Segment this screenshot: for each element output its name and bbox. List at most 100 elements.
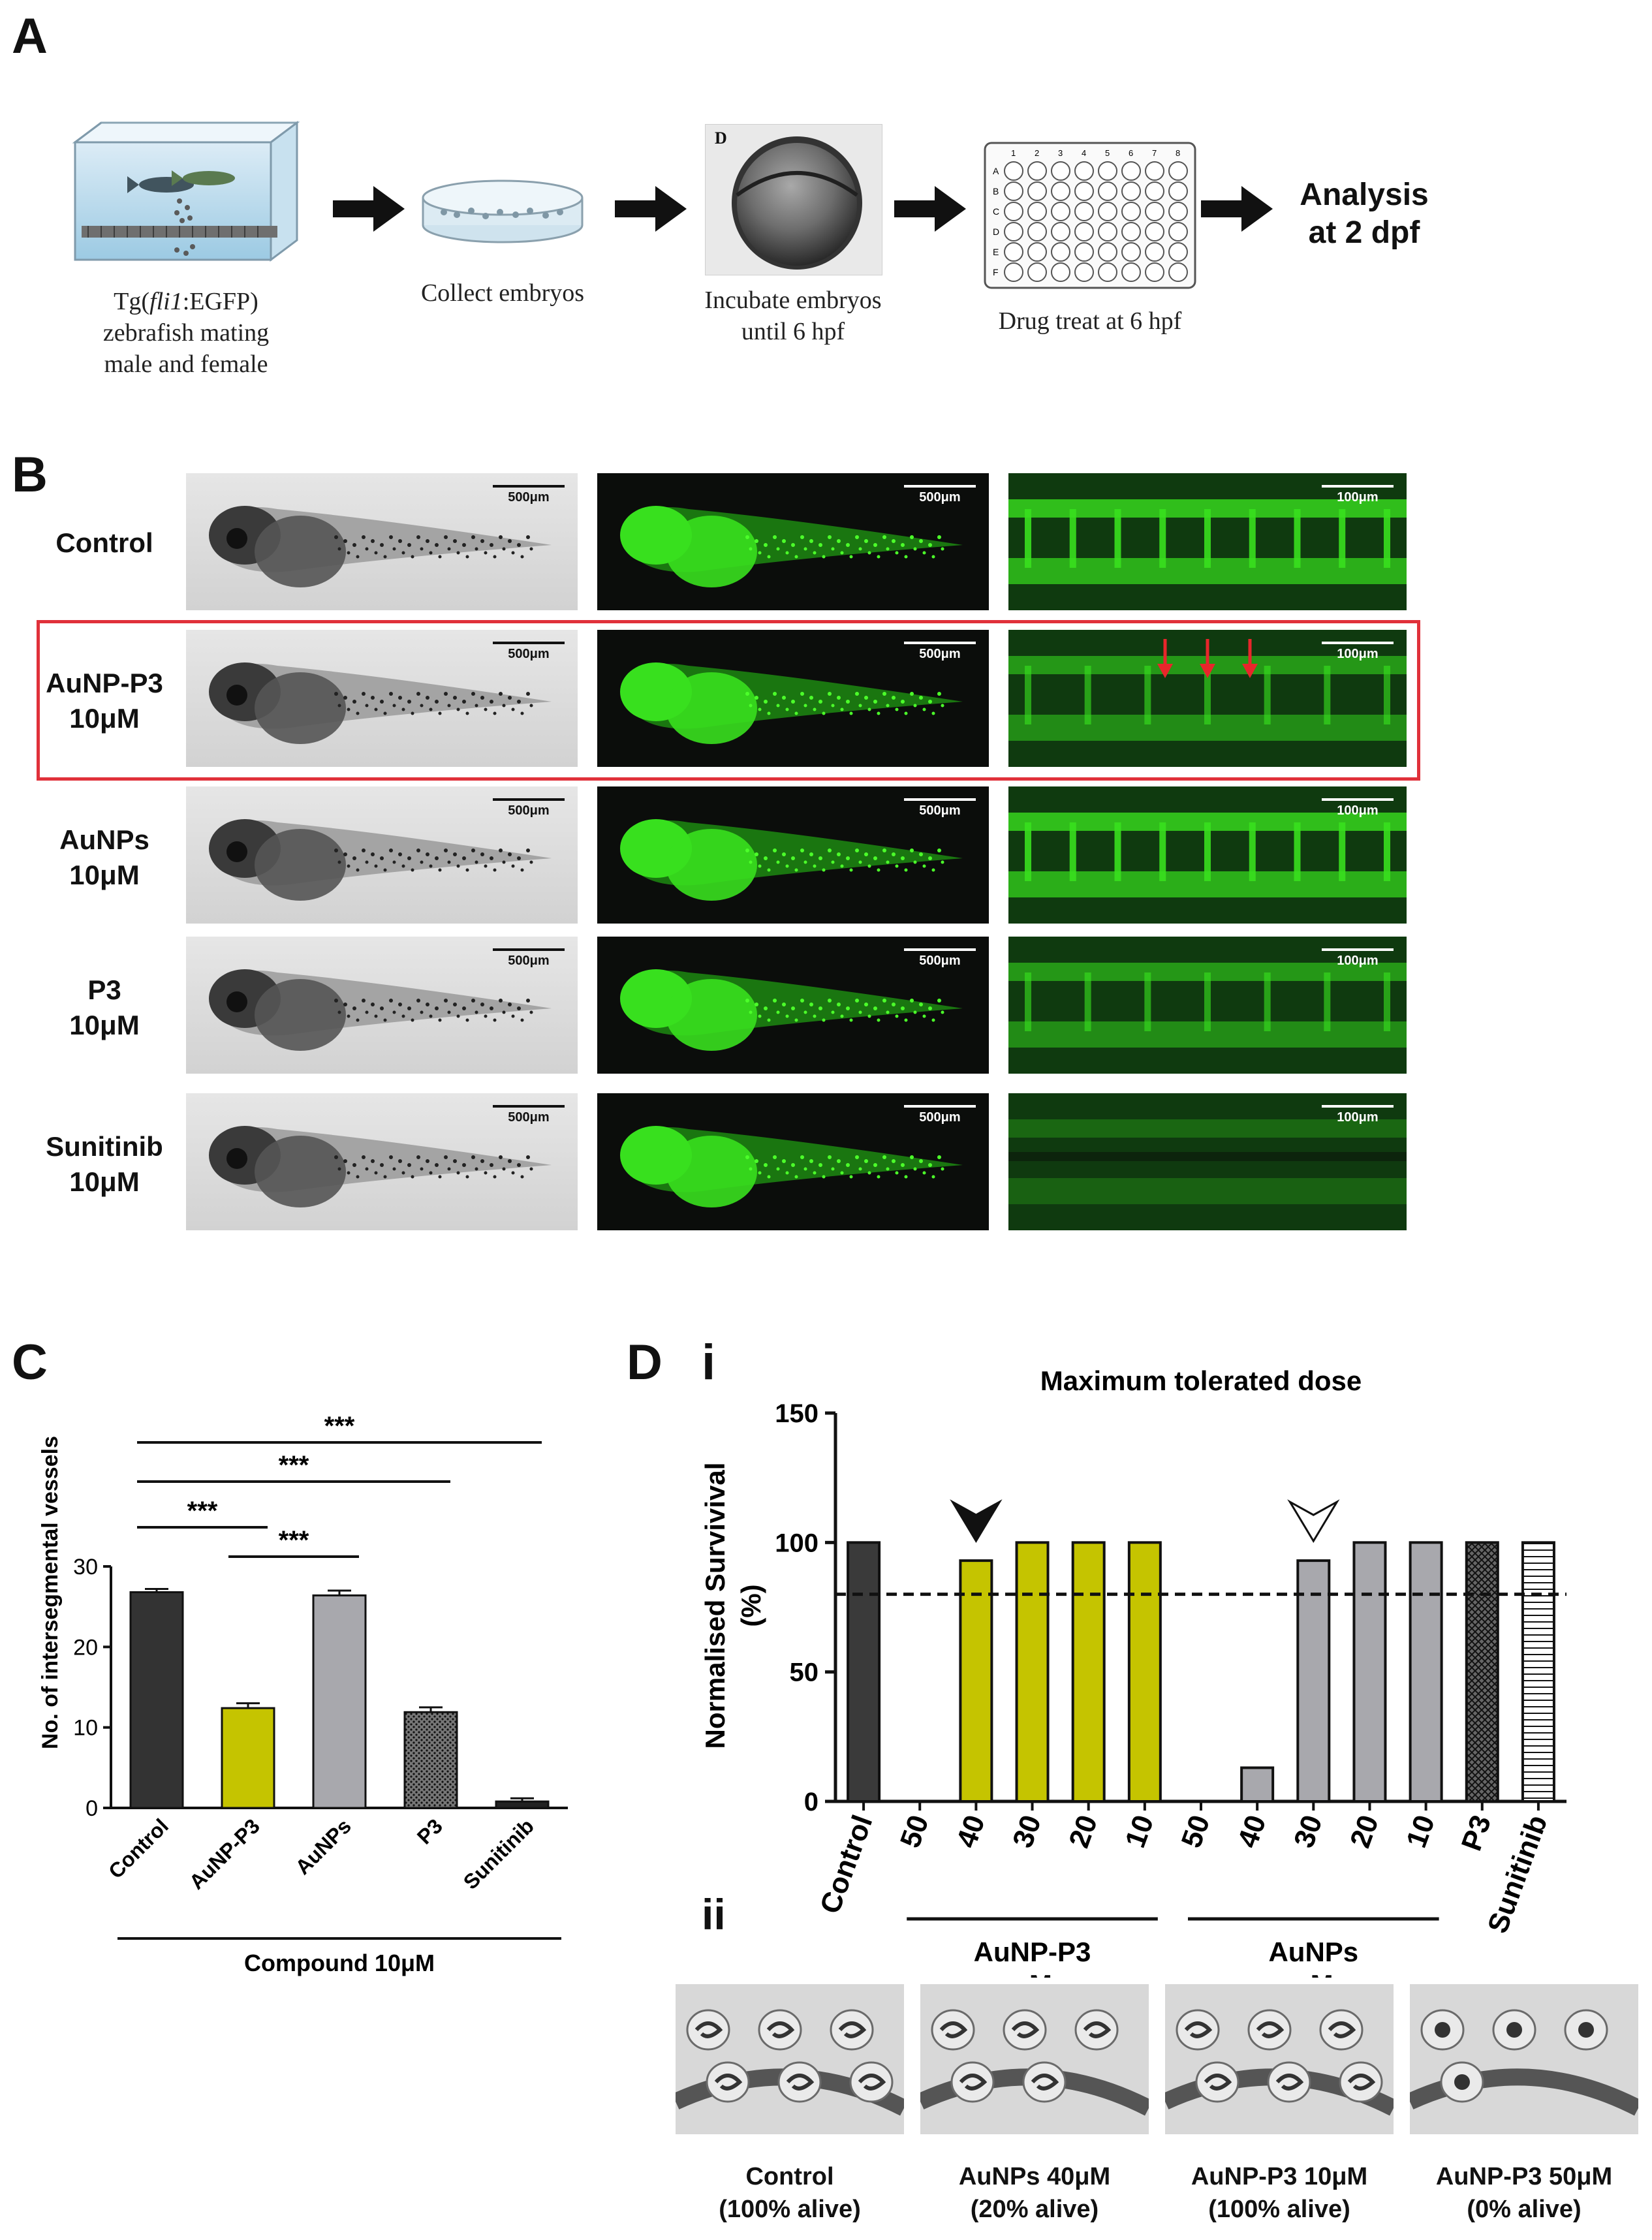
row-label-line1: P3 — [87, 974, 121, 1005]
scale-bar-fluor-line — [904, 798, 976, 801]
row-label-line1: AuNPs — [59, 824, 149, 855]
plate-well — [1168, 222, 1188, 241]
embryo-photo: D — [705, 124, 882, 275]
plate-row-label: C — [993, 206, 999, 217]
fluorescence-image: 500μm — [597, 630, 989, 767]
analysis-line2: at 2 dpf — [1308, 215, 1420, 250]
brightfield-image: 500μm — [186, 630, 578, 767]
row-label-2: AuNPs 10μM — [26, 822, 183, 893]
caption-line1: AuNP-P3 50μM — [1435, 2163, 1613, 2190]
chart-c-intersegmental-vessels: 0 10 20 30 No. of intersegmental vessels Cont… — [38, 1412, 568, 1976]
y-axis-label: No. of intersegmental vessels — [38, 1436, 63, 1749]
embryo-dish-photo — [1165, 1984, 1394, 2134]
x-tick-label: Sunitinib — [459, 1814, 538, 1893]
scale-bar-zoom-label: 100μm — [1337, 647, 1379, 661]
scale-bar-fluor-label: 500μm — [919, 803, 961, 818]
chart-title: Maximum tolerated dose — [1040, 1365, 1362, 1396]
plate-well — [1168, 262, 1188, 282]
plate-row-label: D — [993, 226, 999, 237]
survival-bar — [959, 1559, 993, 1803]
plate-col-label: 7 — [1152, 148, 1157, 158]
caption-line1: AuNP-P3 10μM — [1191, 2163, 1368, 2190]
plate-col-label: 3 — [1058, 148, 1063, 158]
significance-label: *** — [279, 1526, 309, 1555]
plate-well — [1051, 242, 1070, 262]
plate-well — [1051, 181, 1070, 201]
plate-row-label: F — [993, 267, 999, 277]
plate-well — [1004, 242, 1023, 262]
plate-well — [1051, 202, 1070, 221]
survival-bar — [1015, 1541, 1050, 1803]
scale-bar-zoom-line — [1322, 798, 1394, 801]
row-label-3: P3 10μM — [26, 972, 183, 1043]
workflow-arrow-2 — [615, 186, 687, 232]
scale-bar-bright-label: 500μm — [508, 1110, 550, 1125]
group-label-line1: AuNPs — [1268, 1937, 1358, 1967]
y-tick-label: 30 — [73, 1555, 98, 1579]
fluorescence-image: 500μm — [597, 473, 989, 610]
chart-d-survival: 0 50 100 150 Normalised Survivival (%) Maximum… — [700, 1365, 1566, 1978]
plate-well — [1027, 222, 1047, 241]
survival-bar — [1071, 1541, 1106, 1803]
plate-well — [1145, 262, 1164, 282]
x-tick-label: 40 — [950, 1811, 991, 1852]
plate-well — [1074, 242, 1094, 262]
survival-bar — [1240, 1766, 1275, 1803]
plate-well — [1168, 181, 1188, 201]
x-tick-label: 40 — [1232, 1811, 1273, 1852]
marker-arrowhead — [950, 1499, 1003, 1544]
plate-well — [1121, 222, 1141, 241]
plate-well — [1121, 161, 1141, 181]
x-tick-label: 30 — [1288, 1811, 1329, 1852]
step-drug-caption: Drug treat at 6 hpf — [998, 307, 1182, 335]
survival-bar — [1296, 1559, 1331, 1803]
caption-line2: (0% alive) — [1467, 2196, 1582, 2223]
mating-caption-suffix: :EGFP) — [182, 288, 258, 315]
bar-control — [129, 1591, 184, 1809]
step-mating-caption: Tg(fli1:EGFP) zebrafish mating male and … — [59, 286, 313, 380]
highlight-box — [37, 620, 1420, 781]
incubate-caption-line1: Incubate embryos — [704, 287, 882, 314]
vessel-zoom-image: 100μm — [1008, 1093, 1407, 1230]
workflow-arrow-3 — [894, 186, 966, 232]
plate-well — [1098, 222, 1117, 241]
panel-letter-d-ii: ii — [702, 1890, 726, 1938]
bar-aunp-p3 — [221, 1707, 275, 1809]
brightfield-image: 500μm — [186, 1093, 578, 1230]
plate-well — [1074, 181, 1094, 201]
plate-well — [1145, 242, 1164, 262]
plate-well — [1121, 262, 1141, 282]
plate-col-label: 5 — [1105, 148, 1110, 158]
panel-letter-c: C — [12, 1335, 48, 1390]
scale-bar-bright-line — [493, 1105, 565, 1108]
scale-bar-fluor-line — [904, 1105, 976, 1108]
x-tick-label: AuNP-P3 — [185, 1814, 264, 1893]
row-label-line2: 10μM — [69, 703, 140, 734]
scale-bar-fluor-label: 500μm — [919, 1110, 961, 1125]
x-tick-label: P3 — [1456, 1811, 1497, 1855]
x-tick-label: P3 — [413, 1814, 447, 1848]
fluorescence-image: 500μm — [597, 1093, 989, 1230]
scale-bar-bright-label: 500μm — [508, 490, 550, 505]
x-tick-label: 30 — [1006, 1811, 1048, 1852]
plate-well — [1098, 262, 1117, 282]
plate-well — [1168, 202, 1188, 221]
significance-label: *** — [324, 1412, 355, 1440]
plate-well — [1027, 181, 1047, 201]
plate-well — [1074, 161, 1094, 181]
scale-bar-bright-line — [493, 485, 565, 488]
scale-bar-zoom-label: 100μm — [1337, 803, 1379, 818]
caption-line2: (100% alive) — [719, 2196, 861, 2223]
plate-well — [1145, 161, 1164, 181]
embryo-photo-caption: AuNPs 40μM (20% alive) — [907, 2160, 1162, 2226]
plate-col-label: 6 — [1129, 148, 1133, 158]
panel-letter-a: A — [12, 8, 48, 64]
scale-bar-zoom-line — [1322, 1105, 1394, 1108]
group-label-line2: μM — [1012, 1969, 1052, 1978]
plate-well — [1145, 222, 1164, 241]
plate-well — [1074, 202, 1094, 221]
plate-well — [1051, 161, 1070, 181]
plate-col-label: 2 — [1035, 148, 1039, 158]
bar-aunps — [312, 1594, 367, 1809]
